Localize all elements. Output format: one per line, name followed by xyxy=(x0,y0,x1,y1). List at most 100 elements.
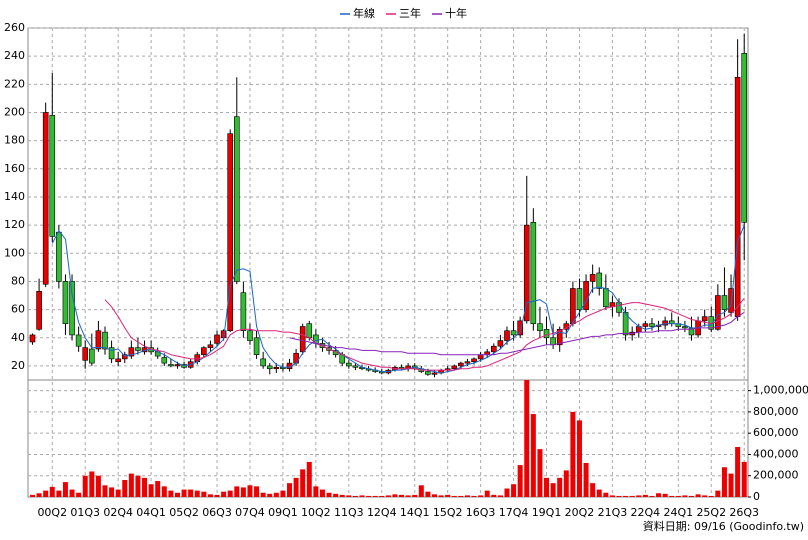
volume-bar xyxy=(234,486,240,497)
x-tick-label: 12Q4 xyxy=(367,506,397,519)
x-tick-label: 17Q4 xyxy=(499,506,529,519)
volume-bar xyxy=(82,475,88,497)
y-tick-label: 200 xyxy=(4,105,25,118)
volume-bar xyxy=(306,461,312,497)
candle-body xyxy=(56,231,62,282)
x-tick-label: 26Q3 xyxy=(729,506,759,519)
ma-line xyxy=(51,224,745,374)
volume-bar xyxy=(313,486,319,497)
candle-body xyxy=(260,358,266,367)
candle-body xyxy=(42,112,49,285)
candle-body xyxy=(642,323,649,327)
candle-body xyxy=(214,334,220,344)
candle-body xyxy=(207,344,214,348)
candle-body xyxy=(497,340,504,347)
x-tick-label: 22Q4 xyxy=(631,506,661,519)
y-tick-label: 120 xyxy=(4,218,25,231)
volume-bar xyxy=(379,495,385,497)
x-tick-label: 04Q1 xyxy=(136,506,166,519)
x-tick-label: 15Q2 xyxy=(433,506,463,519)
ma-line xyxy=(104,297,745,371)
candle-body xyxy=(161,357,168,364)
volume-bar xyxy=(550,483,556,497)
volume-bar xyxy=(735,447,741,497)
y-tick-label: 20 xyxy=(11,359,25,372)
volume-bar xyxy=(69,489,75,497)
volume-bar xyxy=(300,469,306,497)
volume-bar xyxy=(399,494,405,497)
volume-bar xyxy=(537,449,543,497)
x-tick-label: 01Q3 xyxy=(70,506,100,519)
candle-body xyxy=(168,364,174,367)
volume-bar xyxy=(148,484,154,497)
volume-bar xyxy=(109,487,115,497)
candle-body xyxy=(135,347,141,351)
candle-body xyxy=(504,330,510,341)
candle-body xyxy=(425,371,431,375)
candle-body xyxy=(266,365,273,370)
volume-bar xyxy=(497,495,503,497)
candle-body xyxy=(201,347,207,355)
volume-bar xyxy=(675,495,681,497)
volume-bar xyxy=(207,494,213,497)
candle-body xyxy=(227,133,233,332)
candle-body xyxy=(108,347,115,360)
volume-bar xyxy=(326,492,332,497)
volume-bar xyxy=(596,489,602,497)
volume-bar xyxy=(280,490,286,497)
volume-bar xyxy=(115,489,121,497)
volume-bar xyxy=(155,481,161,497)
volume-bar xyxy=(30,494,35,497)
volume-bar xyxy=(352,495,358,497)
y-tick-label: 240 xyxy=(4,49,25,62)
y-tick-label: 180 xyxy=(4,134,25,147)
ma-line xyxy=(289,311,745,356)
candle-body xyxy=(102,331,108,350)
candle-body xyxy=(517,320,523,336)
volume-bar xyxy=(464,495,470,497)
volume-bar xyxy=(431,494,437,497)
candle-body xyxy=(543,329,550,339)
volume-bar xyxy=(135,475,141,497)
volume-bar xyxy=(583,462,589,497)
volume-bar xyxy=(728,473,734,497)
x-tick-label: 02Q4 xyxy=(103,506,133,519)
volume-bar xyxy=(524,380,530,497)
candle-body xyxy=(69,281,75,336)
volume-bar xyxy=(530,414,536,497)
volume-bar xyxy=(609,495,615,497)
x-tick-label: 21Q3 xyxy=(598,506,628,519)
volume-bar xyxy=(412,494,418,497)
volume-bar xyxy=(260,492,266,497)
volume-bar xyxy=(56,490,62,497)
x-tick-label: 10Q2 xyxy=(301,506,331,519)
volume-tick-label: 800,000 xyxy=(753,405,799,418)
volume-bar xyxy=(221,491,227,497)
x-tick-label: 20Q2 xyxy=(565,506,595,519)
y-tick-label: 140 xyxy=(4,190,25,203)
candle-body xyxy=(240,292,247,332)
volume-bar xyxy=(656,493,662,497)
volume-bar xyxy=(240,487,246,497)
y-tick-label: 60 xyxy=(11,303,25,316)
volume-bar xyxy=(168,490,174,497)
volume-bar xyxy=(76,492,82,497)
candle-body xyxy=(622,312,629,336)
candle-body xyxy=(128,347,135,357)
candle-body xyxy=(451,365,458,370)
volume-bar xyxy=(62,482,68,497)
volume-bar xyxy=(484,490,490,497)
volume-bar xyxy=(576,420,582,497)
volume-bar xyxy=(188,489,194,497)
volume-bar xyxy=(227,490,233,497)
volume-bar xyxy=(662,493,668,497)
candle-body xyxy=(570,288,576,324)
volume-bar xyxy=(438,495,444,497)
candle-body xyxy=(589,274,596,282)
volume-bar xyxy=(623,495,629,497)
volume-bar xyxy=(491,494,497,497)
x-tick-label: 19Q1 xyxy=(532,506,562,519)
volume-bar xyxy=(128,473,134,497)
candle-body xyxy=(121,354,128,360)
volume-bar xyxy=(590,483,596,497)
